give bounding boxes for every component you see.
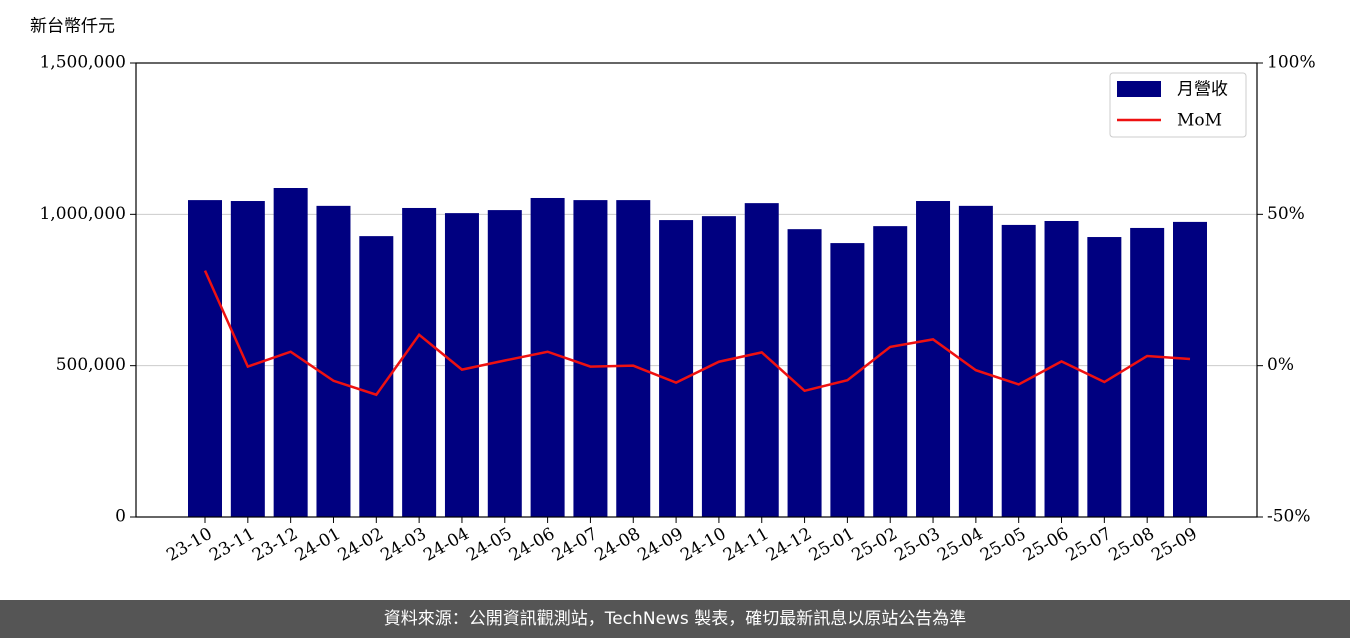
x-tick-label: 24-04 [420, 524, 472, 566]
x-tick-label: 24-06 [506, 524, 558, 566]
y2-tick-label: -50% [1267, 507, 1311, 527]
y-tick-label: 1,000,000 [39, 204, 126, 224]
y-tick-label: 500,000 [56, 355, 126, 375]
y2-tick-label: 100% [1267, 53, 1316, 73]
x-tick-label: 23-12 [249, 524, 301, 566]
x-tick-label: 25-02 [849, 524, 901, 566]
x-tick-label: 24-07 [549, 524, 601, 566]
x-tick-label: 25-06 [1020, 524, 1072, 566]
legend-swatch [1117, 81, 1161, 97]
bar [873, 226, 908, 517]
x-tick-label: 25-03 [891, 524, 943, 566]
bar [188, 200, 222, 517]
x-tick-label: 23-11 [206, 524, 258, 566]
line [203, 270, 1191, 397]
chart: 新台幣仟元 0 500,000 1,000,000 1,500,000 -50% 0% 50… [30, 17, 1316, 566]
plot-frame [135, 62, 1258, 518]
bar [402, 207, 437, 517]
bar [1173, 221, 1207, 517]
bar [616, 200, 651, 517]
bar [1044, 220, 1079, 517]
x-tick-label: 25-04 [934, 524, 986, 566]
x-tick-label: 25-09 [1148, 524, 1200, 566]
y2-tick-label: 0% [1267, 355, 1294, 375]
bar [1001, 224, 1036, 517]
x-tick-label: 25-07 [1063, 524, 1115, 566]
x-tick-label: 24-10 [677, 524, 729, 566]
y-axis-label: 新台幣仟元 [30, 17, 115, 37]
x-tick-label: 25-01 [806, 524, 858, 566]
legend-label: 月營收 [1177, 80, 1228, 100]
x-tick-label: 24-11 [720, 524, 772, 566]
bar [230, 201, 265, 518]
x-tick-label: 23-10 [163, 524, 215, 566]
bar [744, 203, 779, 517]
x-tick-label: 24-09 [634, 524, 686, 566]
bar [316, 205, 351, 517]
bar [530, 197, 565, 518]
x-tick-label: 24-03 [377, 524, 429, 566]
bar [916, 201, 951, 518]
x-tick-label: 24-08 [592, 524, 644, 566]
bar [573, 200, 608, 517]
x-tick-label: 24-02 [335, 524, 387, 566]
x-tick-label: 24-12 [763, 524, 815, 566]
y-tick-label: 1,500,000 [39, 53, 126, 73]
y2-tick-label: 50% [1267, 204, 1305, 224]
bar [659, 220, 694, 518]
legend-label: MoM [1177, 111, 1222, 131]
x-tick-label: 24-05 [463, 524, 515, 566]
x-tick-label: 24-01 [292, 524, 344, 566]
bar [1130, 227, 1165, 517]
bar [787, 229, 822, 517]
x-tick-label: 25-08 [1105, 524, 1157, 566]
y-tick-label: 0 [115, 507, 126, 527]
bar [359, 236, 394, 517]
x-tick-label: 25-05 [977, 524, 1029, 566]
bar [444, 213, 479, 517]
footer: 資料來源：公開資訊觀測站，TechNews 製表，確切最新訊息以原站公告為準 [0, 600, 1350, 638]
